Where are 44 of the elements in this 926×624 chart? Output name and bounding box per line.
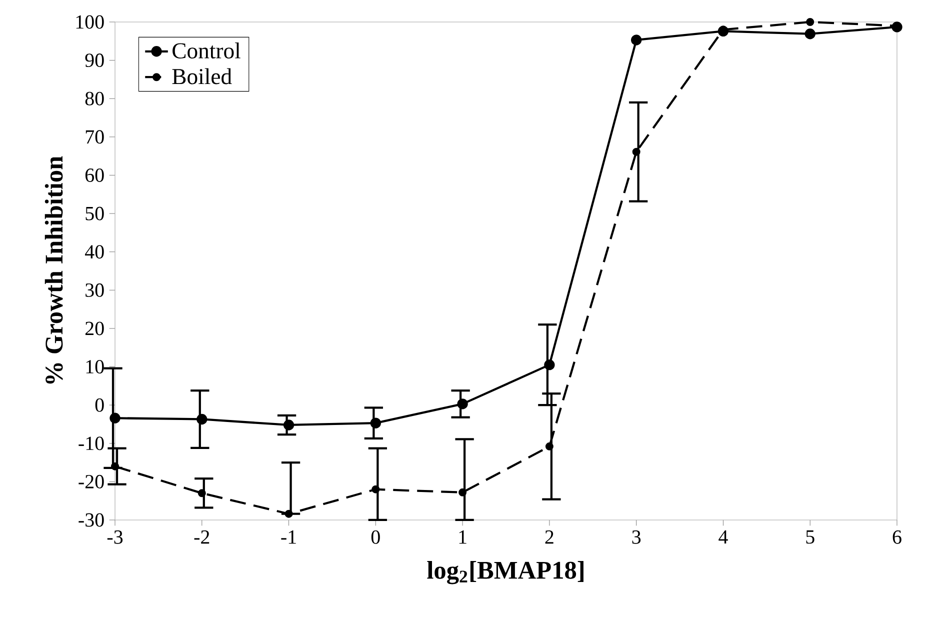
point — [284, 510, 293, 518]
y-tick-label: 50 — [86, 206, 104, 220]
x-axis-title: log$_{2}$[BMAP18] — [427, 561, 584, 584]
x-tick-label: -2 — [194, 530, 210, 544]
y-tick-label: 100 — [76, 15, 104, 29]
point — [545, 442, 554, 450]
point — [630, 34, 642, 46]
point — [544, 360, 555, 370]
y-tick-label: 0 — [95, 398, 104, 412]
point — [370, 418, 382, 428]
legend-label: Boiled — [172, 68, 232, 84]
point — [196, 414, 208, 425]
x-tick-label: -1 — [281, 530, 296, 544]
point — [111, 462, 120, 470]
y-axis-title: % Growth Inhibition — [44, 156, 63, 384]
x-tick-label: 3 — [632, 530, 641, 544]
y-tick-label: -20 — [78, 474, 104, 488]
point — [806, 18, 814, 26]
legend-label: Control — [172, 42, 240, 58]
x-tick-label: 0 — [371, 530, 380, 544]
x-tick-label: 5 — [806, 530, 814, 544]
y-tick-label: 20 — [85, 322, 104, 336]
x-tick-label: 2 — [545, 530, 554, 544]
y-tick-label: 10 — [86, 360, 104, 374]
point — [372, 485, 380, 494]
y-tick-label: 90 — [85, 54, 104, 68]
y-tick-label: 30 — [86, 283, 104, 297]
x-tick-label: 4 — [718, 530, 728, 544]
y-tick-label: -30 — [78, 513, 104, 527]
point — [198, 489, 206, 498]
point — [632, 148, 640, 156]
y-tick-label: 40 — [85, 245, 104, 259]
y-tick-label: 70 — [86, 130, 104, 144]
point — [457, 398, 468, 410]
point — [458, 488, 467, 496]
point — [283, 420, 294, 430]
y-tick-label: 80 — [85, 92, 104, 106]
x-tick-label: 6 — [892, 530, 902, 544]
y-tick-label: 60 — [85, 168, 104, 182]
y-tick-label: -10 — [78, 436, 104, 450]
point — [110, 412, 120, 424]
x-tick-label: -3 — [107, 530, 123, 544]
point — [804, 28, 816, 40]
x-tick-label: 1 — [459, 530, 466, 544]
